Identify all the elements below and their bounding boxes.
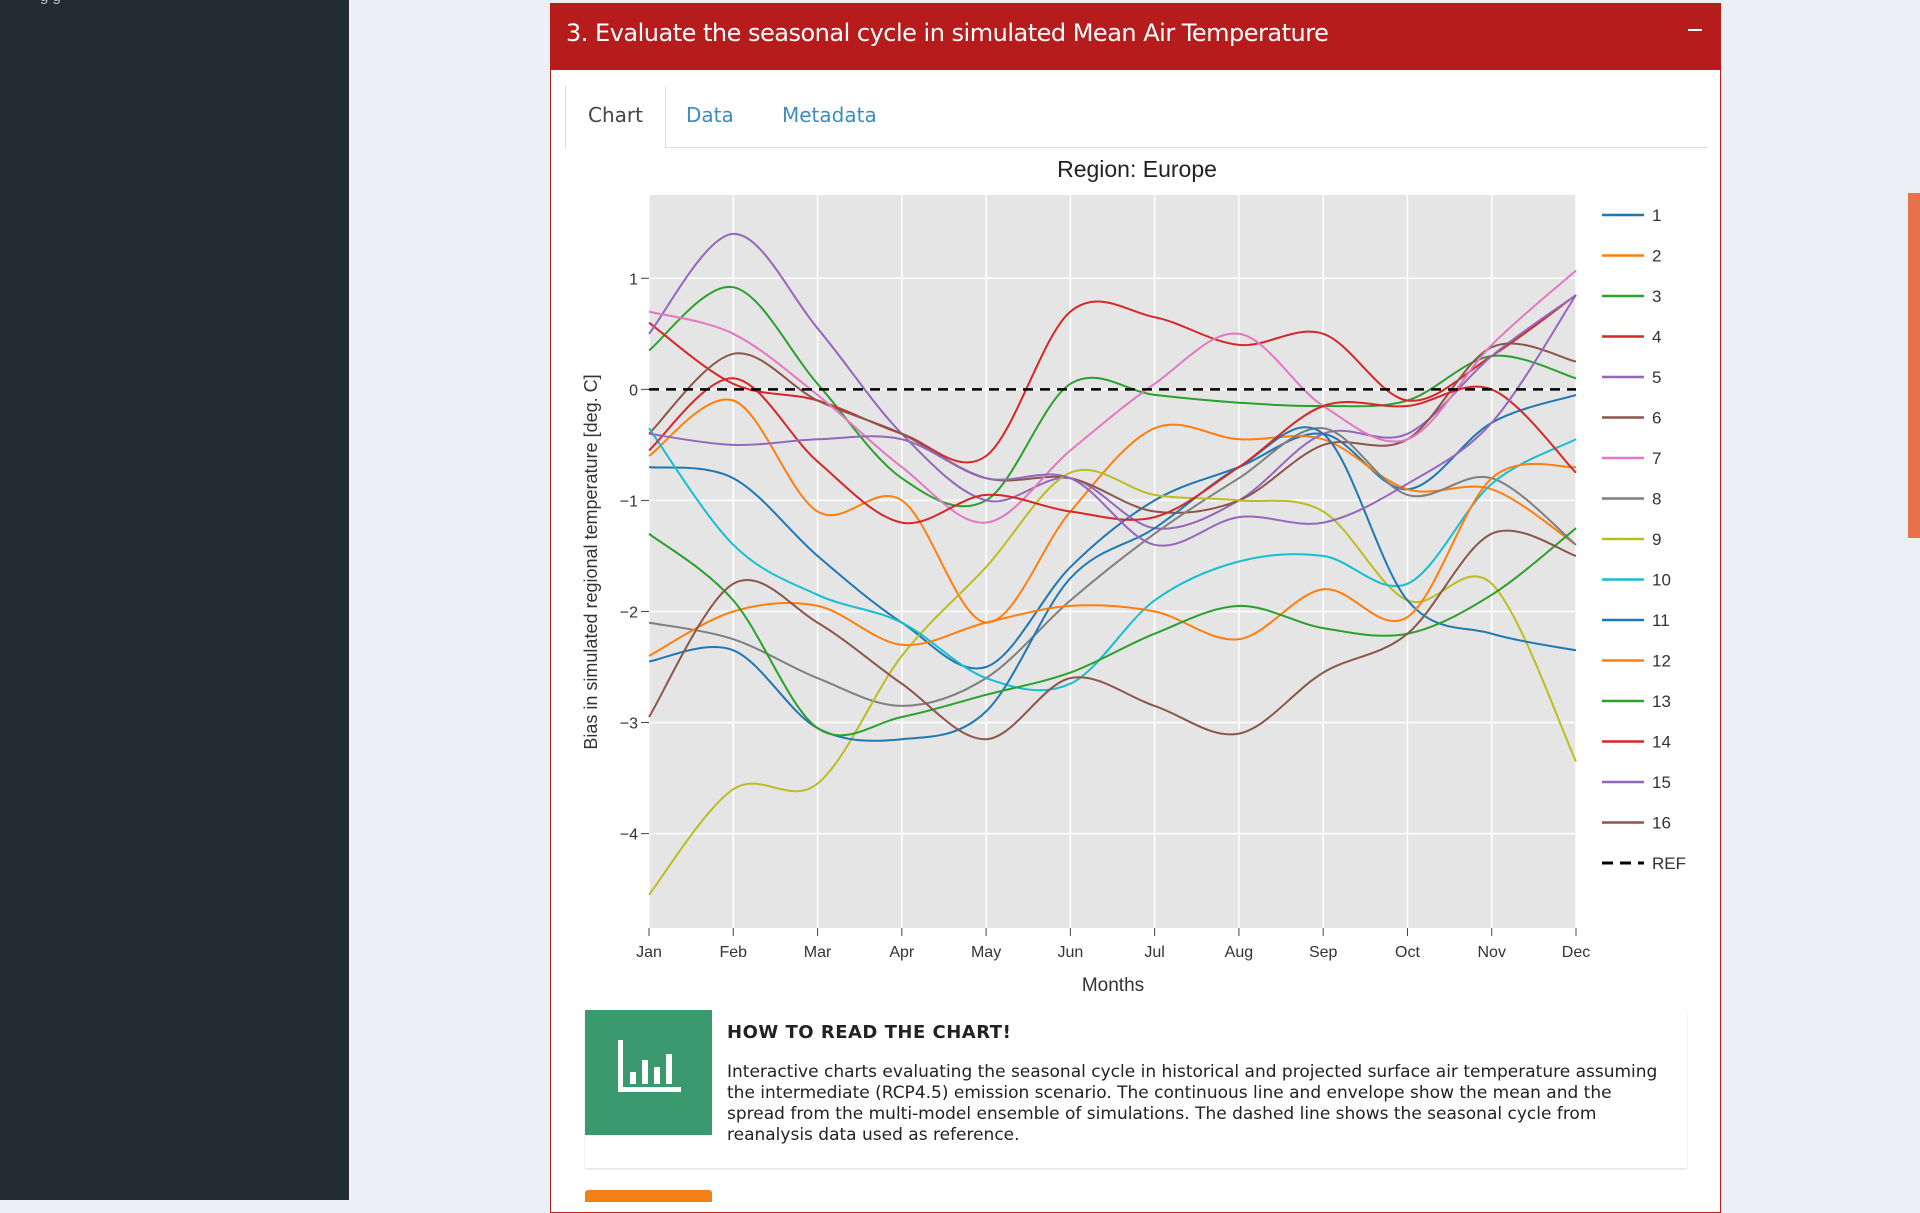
series-line-3[interactable]	[648, 286, 1577, 508]
legend-label: 4	[1652, 328, 1661, 347]
series-line-12[interactable]	[648, 462, 1577, 657]
legend-item-13[interactable]: 13	[1602, 692, 1671, 711]
legend-label: 9	[1652, 530, 1661, 549]
x-tick-label: Jun	[1057, 944, 1083, 961]
legend-item-15[interactable]: 15	[1602, 773, 1671, 792]
scrollbar-thumb[interactable]	[1908, 193, 1920, 538]
bar-chart-icon	[618, 1040, 681, 1092]
legend-label: 12	[1652, 652, 1671, 671]
x-axis-label: Months	[1082, 975, 1144, 996]
legend-item-10[interactable]: 10	[1602, 571, 1671, 590]
seasonal-cycle-chart[interactable]: Jan Feb Mar Apr May Jun Jul Aug Sep Oct Nov Dec10−1…	[560, 145, 1720, 1010]
y-tick-label: −2	[620, 604, 638, 621]
legend-item-5[interactable]: 5	[1602, 368, 1661, 387]
y-tick-label: −4	[620, 827, 638, 844]
series-line-15[interactable]	[648, 294, 1577, 547]
y-tick-label: −3	[620, 716, 638, 733]
y-tick-label: 0	[629, 382, 638, 399]
x-tick-label: Mar	[804, 944, 832, 961]
series-line-16[interactable]	[648, 529, 1577, 741]
tab-chart[interactable]: Chart	[565, 84, 666, 149]
legend-item-11[interactable]: 11	[1602, 611, 1670, 630]
legend-item-ref[interactable]: REF	[1602, 854, 1686, 873]
x-tick-label: Sep	[1309, 944, 1338, 961]
legend-label: REF	[1652, 854, 1686, 873]
x-tick-label: Feb	[719, 944, 747, 961]
series-line-2[interactable]	[648, 398, 1577, 624]
series-line-6[interactable]	[648, 342, 1577, 514]
x-tick-label: Nov	[1478, 944, 1506, 961]
legend-label: 8	[1652, 490, 1661, 509]
legend-item-6[interactable]: 6	[1602, 409, 1661, 428]
collapse-button[interactable]	[1684, 13, 1706, 43]
series-line-10[interactable]	[648, 427, 1577, 692]
minus-icon	[1688, 29, 1702, 31]
legend-label: 14	[1652, 733, 1671, 752]
series-line-7[interactable]	[648, 269, 1577, 524]
y-tick-label: −1	[620, 493, 638, 510]
x-tick-label: Oct	[1395, 944, 1420, 961]
legend-item-12[interactable]: 12	[1602, 652, 1671, 671]
legend-label: 10	[1652, 571, 1671, 590]
legend-label: 5	[1652, 368, 1661, 387]
series-line-8[interactable]	[648, 427, 1577, 707]
box-header: 3. Evaluate the seasonal cycle in simula…	[551, 3, 1720, 70]
legend-label: 3	[1652, 287, 1661, 306]
sidebar: g g	[0, 0, 349, 1200]
legend-item-9[interactable]: 9	[1602, 530, 1661, 549]
legend-label: 1	[1652, 206, 1661, 225]
legend-item-3[interactable]: 3	[1602, 287, 1661, 306]
legend-item-7[interactable]: 7	[1602, 449, 1661, 468]
tab-bar: Chart Data Metadata	[565, 84, 1707, 149]
legend-label: 7	[1652, 449, 1661, 468]
box-title: 3. Evaluate the seasonal cycle in simula…	[566, 19, 1329, 47]
sidebar-item-clipped[interactable]: g g	[40, 0, 260, 6]
x-tick-label: Dec	[1562, 944, 1590, 961]
tab-metadata[interactable]: Metadata	[782, 103, 877, 127]
legend-item-14[interactable]: 14	[1602, 733, 1671, 752]
x-tick-label: Aug	[1225, 944, 1253, 961]
legend-item-4[interactable]: 4	[1602, 328, 1661, 347]
legend-item-1[interactable]: 1	[1602, 206, 1661, 225]
chart-title: Region: Europe	[1057, 156, 1217, 182]
x-tick-label: May	[971, 944, 1001, 961]
legend-label: 13	[1652, 692, 1671, 711]
info-text: Interactive charts evaluating the season…	[727, 1062, 1658, 1145]
legend-label: 2	[1652, 247, 1661, 266]
legend-label: 15	[1652, 773, 1671, 792]
legend-label: 16	[1652, 814, 1671, 833]
legend-label: 6	[1652, 409, 1661, 428]
series-line-14[interactable]	[648, 377, 1577, 525]
next-button[interactable]	[585, 1190, 712, 1202]
info-card: HOW TO READ THE CHART! Interactive chart…	[585, 1010, 1687, 1168]
tab-data[interactable]: Data	[686, 103, 734, 127]
legend-item-2[interactable]: 2	[1602, 247, 1661, 266]
legend-label: 11	[1652, 611, 1670, 630]
series-line-1[interactable]	[648, 393, 1577, 670]
x-tick-label: Jan	[636, 944, 662, 961]
x-tick-label: Jul	[1144, 944, 1164, 961]
info-icon-box	[585, 1010, 712, 1135]
x-tick-label: Apr	[889, 944, 915, 961]
series-line-5[interactable]	[648, 232, 1577, 530]
legend-item-16[interactable]: 16	[1602, 814, 1671, 833]
info-title: HOW TO READ THE CHART!	[727, 1022, 1012, 1043]
y-tick-label: 1	[629, 271, 638, 288]
legend-item-8[interactable]: 8	[1602, 490, 1661, 509]
series-line-13[interactable]	[648, 527, 1577, 737]
y-axis-label: Bias in simulated regional temperature […	[581, 374, 601, 749]
plot-area	[649, 195, 1576, 928]
